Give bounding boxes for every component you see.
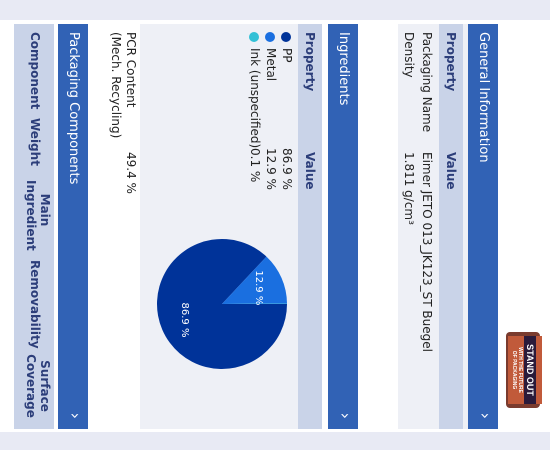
ingredients-pie-chart: 86.9 % 12.9 % (157, 239, 287, 369)
col-component: Component (28, 32, 42, 110)
packaging-components-header[interactable]: Packaging Components › (58, 24, 88, 429)
general-information-table: Property Value Packaging Name Eimer JETO… (398, 24, 468, 429)
chevron-right-icon[interactable]: › (66, 412, 85, 419)
general-information-title: General Information (476, 32, 491, 163)
ingredients-col-property: Property (303, 32, 317, 92)
ingredients-col-value: Value (303, 152, 317, 190)
image-line-3: OF PACKAGING (511, 351, 517, 390)
components-header-row: Component Weight Main Ingredient Removab… (14, 24, 54, 429)
row-label-density: Density (402, 32, 416, 78)
product-image: STAND OUT WITH THE FUTURE OF PACKAGING (506, 324, 546, 414)
legend-label-pp: PP (280, 48, 294, 63)
ingredients-title: Ingredients (336, 32, 351, 106)
legend-value-pp: 86.9 % (280, 148, 294, 190)
legend-label-metal: Metal (264, 48, 278, 82)
packaging-components-title: Packaging Components (66, 32, 81, 185)
image-line-2: WITH THE FUTURE (517, 347, 523, 393)
packaging-detail-view: STAND OUT WITH THE FUTURE OF PACKAGING G… (0, 24, 550, 429)
col-surface-coverage: Surface Coverage (24, 354, 52, 418)
col-removability: Removability (28, 260, 42, 349)
pie-slice-pp (157, 239, 287, 369)
pie-label-pp: 86.9 % (179, 303, 190, 338)
col-property: Property (444, 32, 458, 92)
top-strip (0, 0, 550, 20)
pcr-label: PCR Content (Mech. Recycling) (109, 32, 138, 139)
col-weight: Weight (28, 118, 42, 166)
ingredients-panel: Property Value PP 86.9 % Metal 12.9 % In… (140, 24, 322, 429)
pie-label-metal: 12.9 % (253, 270, 264, 305)
col-value: Value (444, 152, 458, 190)
legend-swatch-metal (265, 32, 275, 42)
row-value-packaging-name: Eimer JETO 013_JK123_ST Buegel (420, 152, 434, 352)
pcr-row: PCR Content (Mech. Recycling) 49.4 % (98, 24, 138, 429)
ingredients-header[interactable]: Ingredients › (328, 24, 358, 429)
legend-value-metal: 12.9 % (264, 148, 278, 190)
chevron-right-icon[interactable]: › (336, 412, 355, 419)
legend-label-ink: Ink (unspecified) (248, 48, 262, 149)
legend-value-ink: 0.1 % (248, 148, 262, 183)
row-value-density: 1.811 g/cm³ (402, 152, 416, 225)
row-label-packaging-name: Packaging Name (420, 32, 434, 133)
bottom-strip (0, 432, 550, 450)
col-main-ingredient: Main Ingredient (24, 180, 52, 251)
chevron-right-icon[interactable]: › (476, 412, 495, 419)
general-information-header[interactable]: General Information › (468, 24, 498, 429)
pie-slice-metal (222, 256, 287, 304)
legend-swatch-ink (249, 32, 259, 42)
pcr-value: 49.4 % (124, 152, 138, 194)
legend-swatch-pp (281, 32, 291, 42)
general-information-card: STAND OUT WITH THE FUTURE OF PACKAGING G… (380, 24, 550, 429)
image-line-1: STAND OUT (525, 344, 535, 396)
